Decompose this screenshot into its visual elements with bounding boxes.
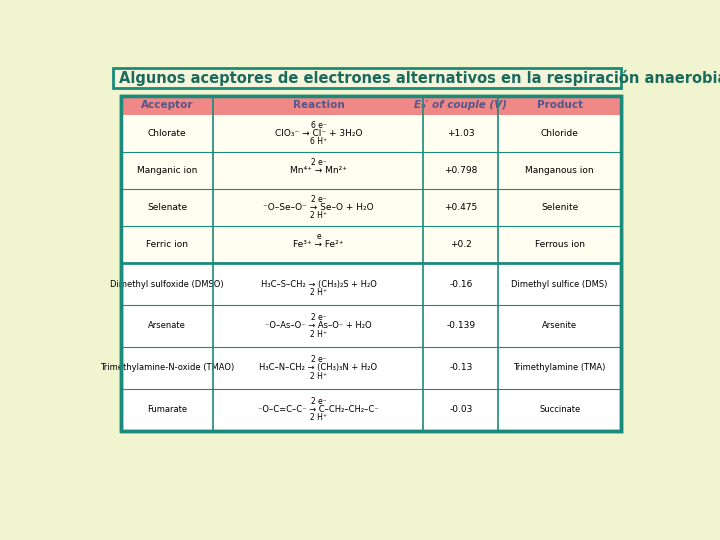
Text: Selenite: Selenite <box>541 203 578 212</box>
Text: -0.139: -0.139 <box>446 321 475 330</box>
Text: H₃C–S–CH₂ → (CH₃)₂S + H₂O: H₃C–S–CH₂ → (CH₃)₂S + H₂O <box>261 280 377 289</box>
Text: 2 e⁻: 2 e⁻ <box>310 195 326 204</box>
Text: E₀′ of couple (V): E₀′ of couple (V) <box>415 100 508 110</box>
Text: Dimethyl sulfoxide (DMSO): Dimethyl sulfoxide (DMSO) <box>110 280 224 289</box>
Text: Succinate: Succinate <box>539 405 580 414</box>
Text: Fe³⁺ → Fe²⁺: Fe³⁺ → Fe²⁺ <box>293 240 343 249</box>
Text: Selenate: Selenate <box>147 203 187 212</box>
Text: -0.13: -0.13 <box>449 363 472 372</box>
Bar <box>121 96 621 430</box>
Text: Chlorate: Chlorate <box>148 129 186 138</box>
Text: Chloride: Chloride <box>541 129 579 138</box>
Text: ClO₃⁻ → Cl⁻ + 3H₂O: ClO₃⁻ → Cl⁻ + 3H₂O <box>275 129 362 138</box>
Text: +0.2: +0.2 <box>450 240 472 249</box>
Text: 2 e⁻: 2 e⁻ <box>310 397 326 406</box>
Text: Product: Product <box>536 100 582 110</box>
Text: 2 H⁺: 2 H⁺ <box>310 372 327 381</box>
Text: Ferrous ion: Ferrous ion <box>535 240 585 249</box>
Text: 2 H⁺: 2 H⁺ <box>310 288 327 297</box>
Text: 2 e⁻: 2 e⁻ <box>310 313 326 322</box>
Bar <box>121 115 621 263</box>
Text: +0.798: +0.798 <box>444 166 477 175</box>
Text: Ferric ion: Ferric ion <box>146 240 188 249</box>
Text: Algunos aceptores de electrones alternativos en la respiración anaerobia: Algunos aceptores de electrones alternat… <box>120 70 720 86</box>
Text: 2 e⁻: 2 e⁻ <box>310 158 326 167</box>
Text: 2 H⁺: 2 H⁺ <box>310 330 327 339</box>
Text: Trimethylamine (TMA): Trimethylamine (TMA) <box>513 363 606 372</box>
Text: +1.03: +1.03 <box>447 129 474 138</box>
Text: Reaction: Reaction <box>292 100 344 110</box>
Bar <box>121 96 621 115</box>
Text: H₃C–N–CH₂ → (CH₃)₃N + H₂O: H₃C–N–CH₂ → (CH₃)₃N + H₂O <box>259 363 377 372</box>
Text: -0.03: -0.03 <box>449 405 472 414</box>
Text: Manganous ion: Manganous ion <box>526 166 594 175</box>
Text: 6 H⁺: 6 H⁺ <box>310 137 327 146</box>
Text: 2 H⁺: 2 H⁺ <box>310 212 327 220</box>
Text: Arsenite: Arsenite <box>542 321 577 330</box>
Bar <box>113 68 621 88</box>
Text: 2 e⁻: 2 e⁻ <box>310 355 326 364</box>
Text: ⁻O–As–O⁻ → As–O⁻ + H₂O: ⁻O–As–O⁻ → As–O⁻ + H₂O <box>265 321 372 330</box>
Bar <box>121 96 621 430</box>
Text: ⁻O–C=C–C⁻ → C–CH₂–CH₂–C⁻: ⁻O–C=C–C⁻ → C–CH₂–CH₂–C⁻ <box>258 405 379 414</box>
Text: ⁻O–Se–O⁻ → Se–O + H₂O: ⁻O–Se–O⁻ → Se–O + H₂O <box>263 203 374 212</box>
Text: 2 H⁺: 2 H⁺ <box>310 414 327 422</box>
Text: Dimethyl sulfice (DMS): Dimethyl sulfice (DMS) <box>511 280 608 289</box>
Text: Fumarate: Fumarate <box>147 405 187 414</box>
Text: -0.16: -0.16 <box>449 280 472 289</box>
Text: e: e <box>316 232 321 241</box>
Text: Arsenate: Arsenate <box>148 321 186 330</box>
Text: 6 e⁻: 6 e⁻ <box>310 120 326 130</box>
Text: Acceptor: Acceptor <box>141 100 194 110</box>
Text: +0.475: +0.475 <box>444 203 477 212</box>
Text: Mn⁴⁺ → Mn²⁺: Mn⁴⁺ → Mn²⁺ <box>290 166 347 175</box>
Text: Trimethylamine-N-oxide (TMAO): Trimethylamine-N-oxide (TMAO) <box>100 363 235 372</box>
Text: Manganic ion: Manganic ion <box>137 166 197 175</box>
